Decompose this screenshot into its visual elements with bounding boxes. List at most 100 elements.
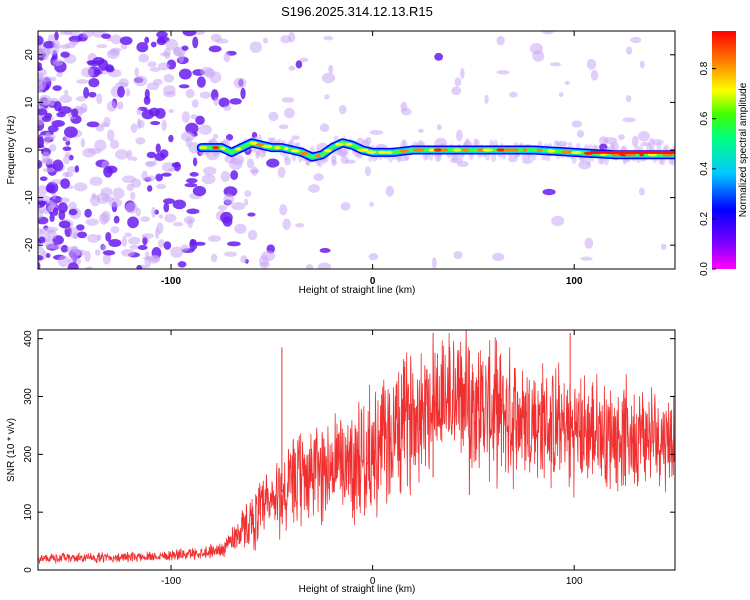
snr-ytick-label: 200 [23,446,34,463]
spectrogram-noise [436,124,442,131]
spectrogram-noise [54,31,59,41]
spectrogram-noise [217,205,228,211]
spectrogram-noise [101,244,107,251]
spectrogram-noise [230,170,239,181]
spectrogram-noise [64,126,78,138]
spectrogram-noise [178,68,192,80]
spectrogram-noise [630,36,642,44]
spectrogram-noise [156,37,167,46]
spectrogram-noise [119,36,133,46]
spectrogram-noise [125,88,131,97]
spectrogram-noise [299,57,309,63]
spectrogram-noise [509,91,518,98]
spectrogram-noise [164,213,177,223]
spectrogram-noise [155,107,166,119]
spectrogram-noise [161,162,175,172]
spectrogram-noise [284,156,292,166]
spectrogram-noise [319,123,330,133]
spectrogram-noise [508,155,518,163]
spectrogram-noise [88,91,97,98]
spectrogram-noise [108,197,123,208]
spectrogram-noise [68,208,78,216]
spectrogram-noise [189,239,198,251]
spectrogram-noise [625,95,632,103]
spectrogram-noise [660,243,667,250]
spectrogram-noise [45,253,51,258]
spectrogram-peak [315,154,321,158]
spectrogram-noise [39,176,48,182]
spectrogram-noise [71,108,79,118]
spectrogram-noise [77,231,88,239]
spectrogram-noise [163,47,171,60]
spectrogram-noise [88,78,100,88]
spectrogram-noise [558,92,564,98]
snr-xlabel: Height of straight line (km) [299,584,416,595]
spectrogram-noise [651,138,664,146]
spectrogram-noise [229,98,242,105]
spectrogram-noise [130,123,138,133]
spectrogram-noise [135,137,146,145]
colorbar-tick-label: 0.6 [699,111,710,125]
spectrogram-noise [82,31,94,38]
spectrogram-noise [141,233,155,239]
spectrogram-peak [536,148,543,152]
spectrogram-noise [172,199,187,210]
spectrogram-noise [75,249,87,256]
spectrogram-noise [201,173,216,185]
spectrogram-noise [576,130,585,138]
spectrogram-noise [199,91,212,99]
spectrogram-noise [532,50,545,62]
spectrogram-noise [212,133,219,139]
spectrogram-halo [474,139,480,148]
spectrogram-noise [148,254,160,264]
colorbar-label: Normalized spectral amplitude [738,82,749,217]
spectrogram-noise [60,244,69,253]
spectrogram-noise [102,253,111,265]
spectrogram-noise [165,39,179,51]
spectrogram-noise [38,204,41,209]
spectrogram-noise [158,214,164,219]
spectrogram-noise [44,131,52,143]
spectrogram-noise [117,86,125,98]
spectrogram-peak [440,148,449,152]
spectrogram-noise [57,255,70,268]
snr-frame [37,329,676,571]
spectrogram-noise [121,235,127,248]
spectrogram-noise [149,67,161,72]
spectrogram-noise [192,157,198,167]
spectrogram-noise [223,186,238,197]
spectrogram-noise [172,222,184,227]
spectrogram-noise [189,172,199,177]
spectrogram-noise [85,266,93,269]
spectrogram-noise [255,150,260,160]
spectrogram-peak [255,143,265,147]
spectrogram-halo [501,153,507,160]
snr-ytick-label: 100 [23,503,34,520]
spectrogram-noise [223,105,232,111]
spectrogram-noise [161,172,172,177]
spectrogram-noise [365,136,372,145]
spectrogram-noise [38,247,45,256]
spectrogram-noise [42,167,55,173]
spectrogram-noise [496,35,505,46]
spectrogram-noise [73,232,78,240]
spectrogram-noise [542,188,556,196]
spectrogram-peak [385,150,393,154]
spectrogram-noise [249,41,263,54]
spectrogram-noise [295,223,305,228]
spectrogram-noise [86,60,99,65]
spectrogram-noise [321,72,336,84]
spectrogram-noise [396,155,410,162]
spectrogram-noise [155,173,164,182]
spectrogram-noise [141,170,148,182]
snr-marks [38,330,675,564]
spec-ytick-label: 10 [24,96,35,108]
snr-ytick-label: 400 [23,330,34,347]
spectrogram-noise [551,215,565,227]
spectrogram-noise [243,198,249,206]
spectrogram-noise [227,241,241,247]
spectrogram-noise [101,33,112,39]
spectrogram-noise [67,262,79,269]
